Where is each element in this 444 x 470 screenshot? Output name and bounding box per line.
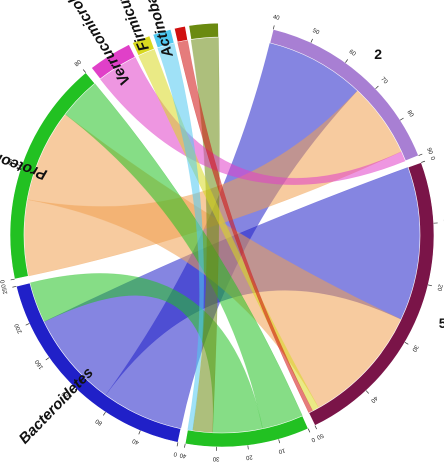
tick-label: 70: [379, 76, 388, 85]
tick-label: 80: [94, 417, 103, 426]
tick-mark: [17, 164, 22, 167]
sector-other: [188, 22, 219, 40]
tick-label: 60: [348, 49, 357, 58]
tick-label: 50: [315, 432, 324, 441]
tick-label: 160: [34, 358, 45, 370]
tick-label: 120: [61, 390, 73, 402]
tick-label: 0: [173, 450, 178, 457]
tick-label: 50: [311, 28, 320, 37]
sector-ticks: 4050607080900102030405001020304004080120…: [0, 14, 444, 461]
sector-verrucomicrobia: [91, 44, 136, 80]
tick-mark: [45, 357, 50, 361]
tick-mark: [272, 25, 275, 30]
tick-label: 40: [369, 394, 378, 403]
tick-label: 40: [179, 451, 187, 458]
tick-label: 10: [277, 447, 286, 455]
sector-s6: [184, 415, 309, 448]
tick-mark: [25, 323, 30, 326]
tick-label: 20: [245, 453, 253, 460]
tick-mark: [400, 117, 404, 121]
tick-mark: [427, 284, 433, 287]
tick-mark: [404, 341, 409, 345]
sector-ring: [9, 22, 435, 448]
tick-mark: [71, 387, 75, 391]
sector-s5: [308, 162, 435, 426]
sector-bacteroidetes: [15, 282, 182, 443]
tick-label: 0: [0, 279, 7, 284]
tick-mark: [184, 443, 186, 448]
sector-label-s5: 5: [439, 315, 444, 331]
sector-chloroflexi: [173, 25, 188, 43]
sector-label-bacteroidetes: Bacteroidetes: [16, 364, 97, 447]
tick-label: 10: [442, 219, 444, 227]
tick-mark: [421, 160, 426, 163]
tick-mark: [310, 38, 313, 43]
tick-mark: [278, 439, 281, 444]
tick-label: 0: [310, 436, 316, 443]
sector-s2: [269, 28, 419, 162]
tick-mark: [176, 442, 179, 447]
tick-label: 30: [410, 344, 419, 353]
tick-label: 20: [435, 284, 443, 293]
tick-label: 40: [131, 437, 140, 445]
tick-label: 80: [405, 110, 414, 119]
tick-mark: [12, 285, 17, 288]
tick-label: 250: [1, 283, 9, 295]
tick-mark: [307, 428, 311, 433]
tick-label: 30: [212, 455, 219, 461]
sector-label-s2: 2: [374, 46, 382, 62]
tick-mark: [375, 85, 379, 90]
tick-label: 200: [14, 322, 24, 334]
chord-links: [23, 36, 421, 434]
tick-label: 0: [429, 156, 436, 162]
sector-firmicutes: [132, 35, 155, 56]
tick-mark: [365, 390, 370, 394]
sector-proteobacteria: [9, 72, 96, 280]
tick-label: 40: [7, 158, 15, 167]
tick-mark: [10, 278, 15, 281]
tick-mark: [418, 153, 423, 156]
tick-mark: [314, 425, 318, 430]
sector-actinobacteria: [152, 28, 175, 49]
tick-mark: [345, 59, 349, 63]
tick-label: 80: [74, 59, 83, 68]
tick-mark: [82, 69, 86, 73]
tick-mark: [103, 411, 106, 416]
tick-label: 40: [272, 14, 281, 22]
tick-label: 90: [425, 147, 433, 156]
tick-mark: [138, 430, 141, 435]
